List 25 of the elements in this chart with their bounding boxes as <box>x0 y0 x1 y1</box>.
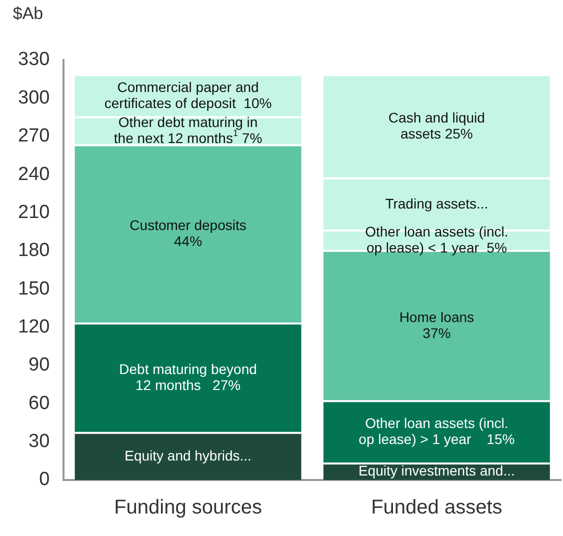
series-label: Commercial paper and certificates of deposit 10% <box>104 79 272 112</box>
y-axis-title: $Ab <box>12 4 44 24</box>
y-tick-label: 90 <box>28 354 50 376</box>
series-label: Equity investments and... <box>358 462 515 479</box>
y-tick-label: 0 <box>39 469 50 490</box>
y-tick-label: 120 <box>18 316 50 338</box>
y-tick-label: 300 <box>18 87 50 108</box>
y-tick-label: 210 <box>18 202 50 223</box>
y-tick-label: 240 <box>18 164 50 185</box>
y-tick-label: 180 <box>18 240 50 262</box>
series-label: Other loan assets (incl. op lease) < 1 year 5% <box>365 224 508 256</box>
series-label: Trading assets... <box>385 195 488 212</box>
y-tick-label: 60 <box>28 392 50 414</box>
series-label: Home loans 37% <box>399 308 474 341</box>
series-label: Customer deposits 44% <box>130 217 246 250</box>
series-label: Equity and hybrids... <box>124 447 252 464</box>
series-label: Debt maturing beyond 12 months 27% <box>119 361 257 394</box>
y-tick-label: 270 <box>18 126 50 147</box>
x-tick-label: Funding sources <box>114 496 262 519</box>
y-tick-label: 150 <box>18 278 50 300</box>
series-label: Cash and liquid assets 25% <box>388 110 485 142</box>
series-label: Other loan assets (incl. op lease) > 1 year 15% <box>358 415 515 448</box>
y-tick-label: 30 <box>28 431 50 452</box>
x-tick-label: Funded assets <box>371 496 502 519</box>
y-tick-label: 330 <box>18 49 50 70</box>
